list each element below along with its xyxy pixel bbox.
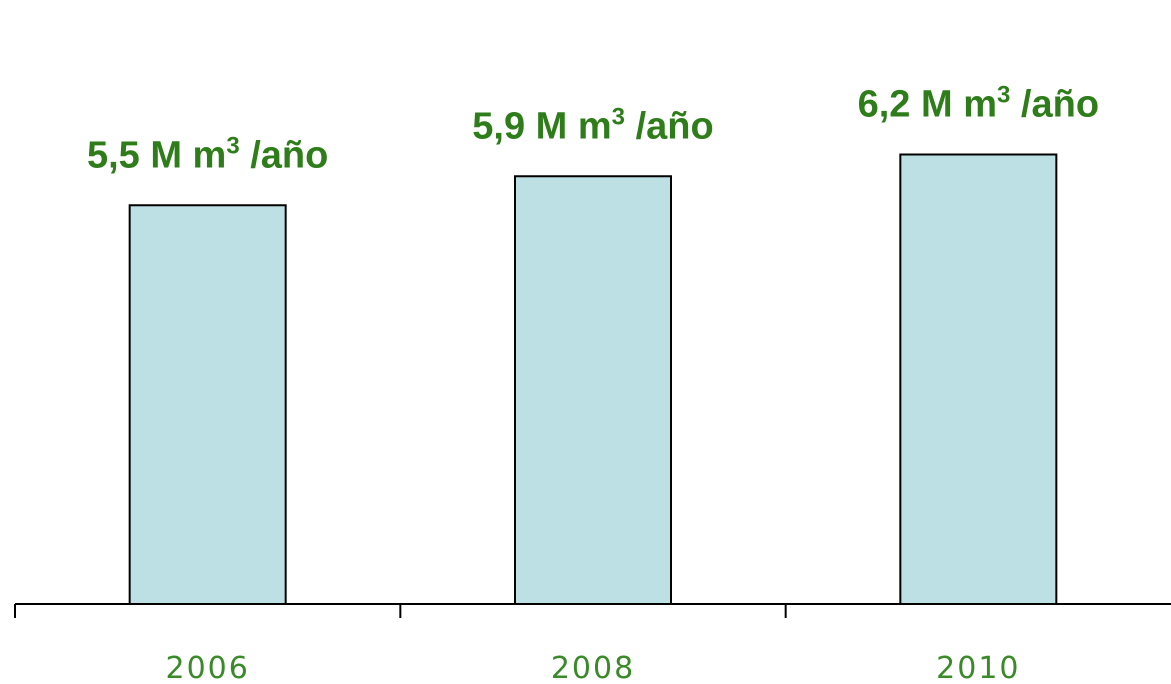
- bar-2006: [128, 204, 287, 605]
- data-labels-layer: 5,5 M m3 /año 5,9 M m3 /año 6,2 M m3 /año: [87, 82, 1099, 177]
- x-tick-labels-layer: 2006 2008 2010: [165, 651, 1020, 684]
- x-tick-label-2006: 2006: [165, 651, 249, 684]
- bar-2010: [899, 153, 1058, 605]
- bars-layer: [128, 153, 1058, 605]
- x-axis: [14, 603, 1171, 618]
- x-tick-label-2010: 2010: [936, 651, 1020, 684]
- x-tick-label-2008: 2008: [551, 651, 635, 684]
- data-label-2010: 6,2 M m3 /año: [858, 82, 1099, 126]
- data-label-2006: 5,5 M m3 /año: [87, 132, 328, 176]
- data-label-2008: 5,9 M m3 /año: [472, 103, 713, 147]
- bar-2008: [514, 175, 672, 605]
